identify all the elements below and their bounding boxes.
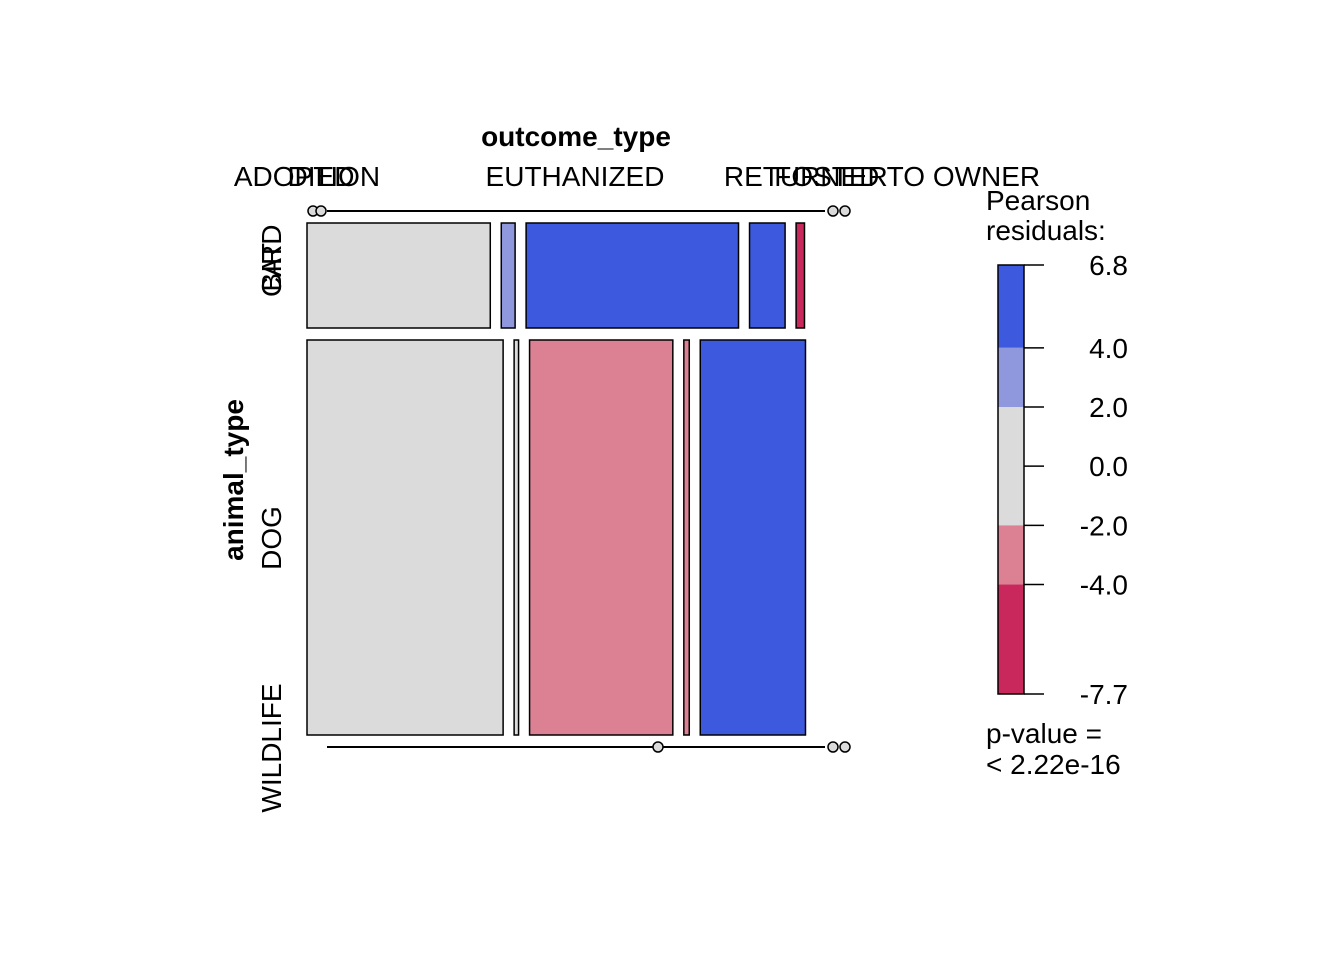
legend-tick-label-5: -4.0 [1080, 570, 1128, 601]
tile-dog-adoption [306, 339, 504, 736]
legend-color-bar [997, 264, 1025, 695]
legend: Pearson residuals: 6.8 4.0 2.0 0.0 -2.0 -4.0 -… [986, 185, 1128, 780]
legend-tick-label-1: 4.0 [1089, 333, 1128, 364]
row-label-dog: DOG [256, 506, 287, 570]
mosaic-tiles [306, 222, 807, 736]
column-label-died: DIED [288, 161, 355, 192]
zero-cell-marker-bird-1 [315, 205, 327, 217]
zero-cell-marker-wildlife-2 [839, 741, 851, 753]
legend-tick-label-4: -2.0 [1080, 510, 1128, 541]
legend-title-line2: residuals: [986, 215, 1106, 246]
tile-dog-returned-to-owner [699, 339, 807, 736]
tile-dog-foster [683, 339, 691, 736]
column-label-euthanized: EUTHANIZED [486, 161, 665, 192]
column-label-returned-to-owner: RETURNED TO OWNER [724, 161, 1040, 192]
zero-cell-marker-wildlife-1 [827, 741, 839, 753]
zero-cell-marker-bird-3 [839, 205, 851, 217]
legend-tick-label-3: 0.0 [1089, 451, 1128, 482]
tile-cat-died [500, 222, 516, 329]
row-label-bird: BIRD [256, 225, 287, 292]
tile-cat-foster [748, 222, 786, 329]
tile-dog-died [513, 339, 520, 736]
legend-band-0 [998, 265, 1024, 348]
tile-cat-returned-to-owner [795, 222, 806, 329]
column-label-foster: FOSTER [774, 161, 888, 192]
legend-band-1 [998, 347, 1024, 408]
zero-cell-marker-bird-2 [827, 205, 839, 217]
column-variable-label: outcome_type [481, 121, 671, 152]
zero-cell-marker-wildlife-0 [652, 741, 664, 753]
tile-dog-euthanized [528, 339, 674, 736]
row-variable-label: animal_type [218, 399, 249, 561]
row-label-cat: CAT [256, 243, 287, 297]
pvalue-line1: p-value = [986, 718, 1102, 749]
legend-bar-outline [997, 264, 1025, 695]
pvalue-line2: < 2.22e-16 [986, 749, 1121, 780]
legend-tick-label-6: -7.7 [1080, 679, 1128, 710]
tile-cat-euthanized [525, 222, 740, 329]
tile-cat-adoption [306, 222, 492, 329]
legend-title-line1: Pearson [986, 185, 1090, 216]
legend-tick-label-2: 2.0 [1089, 392, 1128, 423]
legend-ticks: 6.8 4.0 2.0 0.0 -2.0 -4.0 -7.7 [1024, 250, 1128, 710]
legend-band-3 [998, 525, 1024, 585]
zero-cell-markers [307, 205, 851, 753]
legend-band-4 [998, 584, 1024, 694]
column-label-adoption: ADOPTION [234, 161, 380, 192]
legend-tick-label-0: 6.8 [1089, 250, 1128, 281]
legend-band-2 [998, 407, 1024, 526]
row-label-wildlife: WILDLIFE [256, 683, 287, 812]
